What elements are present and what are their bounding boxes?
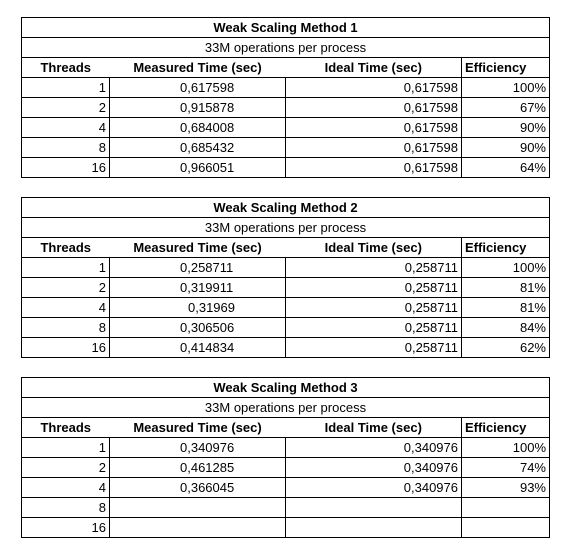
table-title: Weak Scaling Method 2 — [21, 197, 550, 218]
cell-efficiency — [461, 497, 550, 518]
cell-measured-time: 0,31969 — [109, 297, 286, 318]
cell-threads: 1 — [21, 437, 110, 458]
cell-measured-time: 0,340976 — [109, 437, 286, 458]
cell-threads: 8 — [21, 497, 110, 518]
cell-measured-time: 0,684008 — [109, 117, 286, 138]
table-row: 4 0,684008 0,617598 90% — [21, 117, 550, 138]
header-ideal-time: Ideal Time (sec) — [324, 420, 422, 435]
cell-efficiency: 64% — [461, 157, 550, 178]
cell-measured-time: 0,461285 — [109, 457, 286, 478]
header-row: Threads Measured Time (sec) Ideal Time (… — [21, 417, 550, 438]
cell-efficiency: 62% — [461, 337, 550, 358]
table-row: 8 — [21, 497, 550, 518]
table-row: 16 0,966051 0,617598 64% — [21, 157, 550, 178]
header-measured-time: Measured Time (sec) — [133, 420, 262, 435]
cell-measured-time: 0,966051 — [109, 157, 286, 178]
cell-ideal-time: 0,617598 — [285, 117, 462, 138]
cell-measured-time: 0,915878 — [109, 97, 286, 118]
table-subtitle: 33M operations per process — [21, 397, 550, 418]
cell-threads: 2 — [21, 277, 110, 298]
cell-efficiency: 100% — [461, 437, 550, 458]
table-title: Weak Scaling Method 3 — [21, 377, 550, 398]
cell-threads: 16 — [21, 157, 110, 178]
table-title: Weak Scaling Method 1 — [21, 17, 550, 38]
table-row: 8 0,685432 0,617598 90% — [21, 137, 550, 158]
cell-threads: 4 — [21, 117, 110, 138]
weak-scaling-table-2: Weak Scaling Method 2 33M operations per… — [21, 197, 550, 358]
cell-measured-time — [109, 517, 286, 538]
cell-threads: 16 — [21, 337, 110, 358]
cell-threads: 2 — [21, 97, 110, 118]
cell-efficiency: 81% — [461, 297, 550, 318]
cell-threads: 8 — [21, 137, 110, 158]
cell-efficiency: 84% — [461, 317, 550, 338]
cell-measured-time: 0,366045 — [109, 477, 286, 498]
cell-efficiency: 74% — [461, 457, 550, 478]
cell-ideal-time: 0,258711 — [285, 277, 462, 298]
header-measured-time: Measured Time (sec) — [133, 240, 262, 255]
cell-threads: 1 — [21, 77, 110, 98]
cell-ideal-time: 0,258711 — [285, 317, 462, 338]
table-row: 16 — [21, 517, 550, 538]
cell-ideal-time: 0,258711 — [285, 297, 462, 318]
cell-threads: 8 — [21, 317, 110, 338]
cell-measured-time: 0,306506 — [109, 317, 286, 338]
cell-ideal-time: 0,340976 — [285, 437, 462, 458]
cell-ideal-time — [285, 517, 462, 538]
header-efficiency: Efficiency — [461, 57, 550, 78]
header-ideal-time: Ideal Time (sec) — [324, 240, 422, 255]
header-efficiency: Efficiency — [461, 237, 550, 258]
table-row: 1 0,340976 0,340976 100% — [21, 437, 550, 458]
cell-efficiency: 93% — [461, 477, 550, 498]
cell-ideal-time: 0,617598 — [285, 157, 462, 178]
header-row: Threads Measured Time (sec) Ideal Time (… — [21, 237, 550, 258]
cell-ideal-time: 0,617598 — [285, 97, 462, 118]
cell-threads: 2 — [21, 457, 110, 478]
cell-ideal-time: 0,258711 — [285, 337, 462, 358]
cell-efficiency: 100% — [461, 77, 550, 98]
cell-efficiency: 90% — [461, 117, 550, 138]
cell-ideal-time: 0,258711 — [285, 257, 462, 278]
cell-threads: 4 — [21, 477, 110, 498]
cell-ideal-time: 0,340976 — [285, 477, 462, 498]
header-measured-time: Measured Time (sec) — [133, 60, 262, 75]
header-threads: Threads — [21, 237, 110, 258]
cell-measured-time: 0,258711 — [109, 257, 286, 278]
table-row: 2 0,915878 0,617598 67% — [21, 97, 550, 118]
header-threads: Threads — [21, 417, 110, 438]
table-row: 1 0,617598 0,617598 100% — [21, 77, 550, 98]
table-subtitle: 33M operations per process — [21, 217, 550, 238]
cell-measured-time: 0,319911 — [109, 277, 286, 298]
table-row: 2 0,461285 0,340976 74% — [21, 457, 550, 478]
cell-efficiency: 90% — [461, 137, 550, 158]
cell-efficiency — [461, 517, 550, 538]
cell-ideal-time — [285, 497, 462, 518]
header-ideal-time: Ideal Time (sec) — [324, 60, 422, 75]
cell-efficiency: 100% — [461, 257, 550, 278]
header-threads: Threads — [21, 57, 110, 78]
cell-threads: 16 — [21, 517, 110, 538]
cell-measured-time — [109, 497, 286, 518]
weak-scaling-table-3: Weak Scaling Method 3 33M operations per… — [21, 377, 550, 538]
cell-measured-time: 0,617598 — [109, 77, 286, 98]
table-subtitle: 33M operations per process — [21, 37, 550, 58]
cell-efficiency: 67% — [461, 97, 550, 118]
table-row: 4 0,31969 0,258711 81% — [21, 297, 550, 318]
cell-measured-time: 0,685432 — [109, 137, 286, 158]
header-efficiency: Efficiency — [461, 417, 550, 438]
cell-threads: 1 — [21, 257, 110, 278]
cell-measured-time: 0,414834 — [109, 337, 286, 358]
table-row: 2 0,319911 0,258711 81% — [21, 277, 550, 298]
table-row: 1 0,258711 0,258711 100% — [21, 257, 550, 278]
table-row: 4 0,366045 0,340976 93% — [21, 477, 550, 498]
cell-efficiency: 81% — [461, 277, 550, 298]
table-row: 16 0,414834 0,258711 62% — [21, 337, 550, 358]
cell-threads: 4 — [21, 297, 110, 318]
header-row: Threads Measured Time (sec) Ideal Time (… — [21, 57, 550, 78]
cell-ideal-time: 0,340976 — [285, 457, 462, 478]
cell-ideal-time: 0,617598 — [285, 137, 462, 158]
cell-ideal-time: 0,617598 — [285, 77, 462, 98]
table-row: 8 0,306506 0,258711 84% — [21, 317, 550, 338]
weak-scaling-table-1: Weak Scaling Method 1 33M operations per… — [21, 17, 550, 178]
